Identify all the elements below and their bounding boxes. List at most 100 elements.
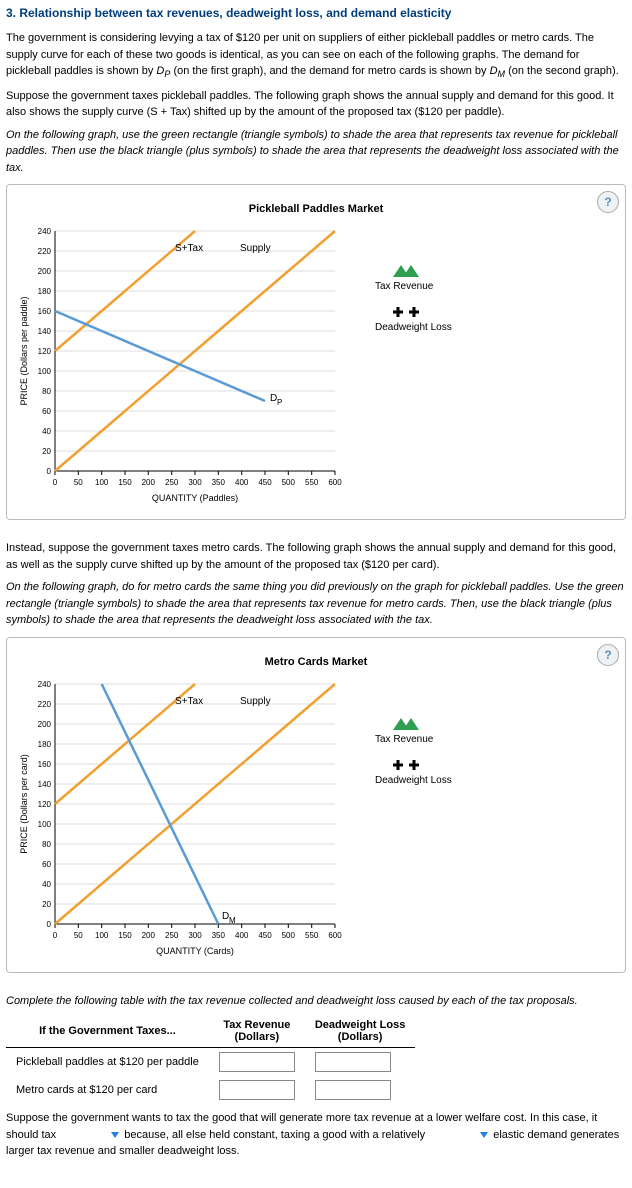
- answer-table: If the Government Taxes... Tax Revenue(D…: [6, 1015, 415, 1104]
- col-header-2: Tax Revenue(Dollars): [209, 1015, 305, 1048]
- chart-1-legend: Tax Revenue Deadweight Loss: [375, 251, 452, 343]
- svg-text:200: 200: [142, 478, 156, 487]
- svg-text:450: 450: [258, 478, 272, 487]
- svg-text:200: 200: [38, 720, 52, 729]
- input-paddles-tax-revenue[interactable]: [219, 1052, 295, 1072]
- svg-text:500: 500: [282, 931, 296, 940]
- svg-text:240: 240: [38, 227, 52, 236]
- svg-text:P: P: [277, 398, 282, 407]
- input-cards-tax-revenue[interactable]: [219, 1080, 295, 1100]
- svg-text:20: 20: [42, 447, 51, 456]
- svg-text:40: 40: [42, 880, 51, 889]
- svg-text:QUANTITY (Cards): QUANTITY (Cards): [156, 946, 234, 956]
- text: because, all else held constant, taxing …: [124, 1129, 428, 1141]
- chevron-down-icon: [111, 1132, 119, 1138]
- svg-text:350: 350: [212, 478, 226, 487]
- svg-text:450: 450: [258, 931, 272, 940]
- legend-label: Deadweight Loss: [375, 775, 452, 786]
- legend-tax-revenue[interactable]: Tax Revenue: [375, 714, 452, 745]
- chevron-down-icon: [480, 1132, 488, 1138]
- dm-symbol: DM: [490, 65, 505, 77]
- svg-text:120: 120: [38, 347, 52, 356]
- svg-text:0: 0: [47, 467, 52, 476]
- plus-icon: [385, 302, 425, 322]
- legend-label: Deadweight Loss: [375, 322, 452, 333]
- chart-1-container: ? Pickleball Paddles Market: [6, 184, 626, 520]
- svg-text:0: 0: [53, 931, 58, 940]
- svg-text:150: 150: [118, 478, 132, 487]
- svg-text:500: 500: [282, 478, 296, 487]
- chart-1-plot[interactable]: S+Tax Supply D P 02040 6080100 120140160…: [15, 221, 355, 511]
- dp-symbol: DP: [156, 65, 170, 77]
- svg-text:140: 140: [38, 780, 52, 789]
- svg-text:150: 150: [118, 931, 132, 940]
- dropdown-good[interactable]: [59, 1132, 121, 1138]
- svg-text:120: 120: [38, 800, 52, 809]
- svg-text:250: 250: [165, 478, 179, 487]
- svg-text:240: 240: [38, 680, 52, 689]
- legend-deadweight-loss[interactable]: Deadweight Loss: [375, 755, 452, 786]
- svg-text:M: M: [229, 916, 236, 925]
- svg-text:60: 60: [42, 407, 51, 416]
- svg-text:QUANTITY (Paddles): QUANTITY (Paddles): [152, 493, 238, 503]
- chart-2-title: Metro Cards Market: [15, 656, 617, 668]
- svg-text:550: 550: [305, 931, 319, 940]
- triangle-icon: [385, 714, 425, 734]
- svg-text:100: 100: [38, 367, 52, 376]
- chart-2-plot[interactable]: S+Tax Supply D M 02040 6080100 120140160…: [15, 674, 355, 964]
- chart-2-svg: S+Tax Supply D M 02040 6080100 120140160…: [15, 674, 355, 964]
- legend-deadweight-loss[interactable]: Deadweight Loss: [375, 302, 452, 333]
- svg-text:550: 550: [305, 478, 319, 487]
- col-header-3: Deadweight Loss(Dollars): [305, 1015, 415, 1048]
- svg-text:600: 600: [328, 478, 342, 487]
- paragraph-1: The government is considering levying a …: [6, 30, 626, 82]
- svg-text:20: 20: [42, 900, 51, 909]
- svg-text:400: 400: [235, 478, 249, 487]
- paragraph-2: Suppose the government taxes pickleball …: [6, 88, 626, 121]
- chart-2-container: ? Metro Cards Market: [6, 637, 626, 973]
- svg-text:PRICE (Dollars per paddle): PRICE (Dollars per paddle): [19, 297, 29, 406]
- col-header-1: If the Government Taxes...: [6, 1015, 209, 1048]
- svg-text:200: 200: [38, 267, 52, 276]
- svg-text:160: 160: [38, 760, 52, 769]
- chart-1-svg: S+Tax Supply D P 02040 6080100 120140160…: [15, 221, 355, 511]
- instruction-1: On the following graph, use the green re…: [6, 127, 626, 177]
- svg-text:180: 180: [38, 287, 52, 296]
- svg-text:0: 0: [47, 920, 52, 929]
- svg-text:220: 220: [38, 247, 52, 256]
- svg-text:PRICE (Dollars per card): PRICE (Dollars per card): [19, 754, 29, 854]
- legend-label: Tax Revenue: [375, 734, 433, 745]
- instruction-2: On the following graph, do for metro car…: [6, 579, 626, 629]
- svg-text:60: 60: [42, 860, 51, 869]
- svg-text:140: 140: [38, 327, 52, 336]
- input-cards-dwl[interactable]: [315, 1080, 391, 1100]
- svg-text:250: 250: [165, 931, 179, 940]
- svg-text:100: 100: [95, 931, 109, 940]
- svg-text:40: 40: [42, 427, 51, 436]
- svg-text:0: 0: [53, 478, 58, 487]
- svg-text:Supply: Supply: [240, 243, 271, 254]
- help-button[interactable]: ?: [597, 644, 619, 666]
- dropdown-elasticity[interactable]: [428, 1132, 490, 1138]
- instruction-3: Complete the following table with the ta…: [6, 993, 626, 1010]
- svg-text:180: 180: [38, 740, 52, 749]
- legend-tax-revenue[interactable]: Tax Revenue: [375, 261, 452, 292]
- text: (on the second graph).: [508, 65, 619, 77]
- triangle-icon: [385, 261, 425, 281]
- svg-text:80: 80: [42, 840, 51, 849]
- input-paddles-dwl[interactable]: [315, 1052, 391, 1072]
- svg-text:600: 600: [328, 931, 342, 940]
- legend-label: Tax Revenue: [375, 281, 433, 292]
- svg-text:100: 100: [38, 820, 52, 829]
- svg-text:300: 300: [188, 478, 202, 487]
- plus-icon: [385, 755, 425, 775]
- chart-1-title: Pickleball Paddles Market: [15, 203, 617, 215]
- chart-2-legend: Tax Revenue Deadweight Loss: [375, 704, 452, 796]
- svg-text:350: 350: [212, 931, 226, 940]
- svg-text:200: 200: [142, 931, 156, 940]
- paragraph-4: Instead, suppose the government taxes me…: [6, 540, 626, 573]
- row-1-label: Pickleball paddles at $120 per paddle: [6, 1048, 209, 1077]
- svg-text:300: 300: [188, 931, 202, 940]
- svg-text:400: 400: [235, 931, 249, 940]
- svg-text:160: 160: [38, 307, 52, 316]
